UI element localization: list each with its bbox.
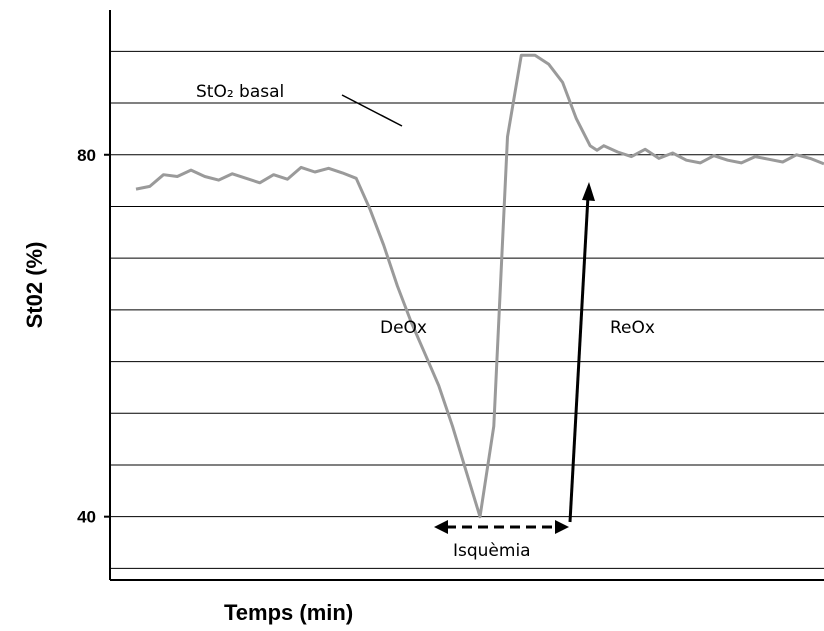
isquemia-left-arrowhead-icon (434, 520, 448, 534)
isquemia-right-arrowhead-icon (555, 520, 569, 534)
annotation-deox-label: DeOx (380, 318, 427, 338)
annotation-isquemia-label: Isquèmia (453, 541, 531, 561)
y-tick-label: 80 (77, 146, 96, 165)
annotation-basal: StO₂ basal (196, 82, 403, 127)
y-tick-label: 40 (77, 508, 96, 527)
reox-arrow-shaft (568, 195, 590, 523)
reox-arrowhead-icon (582, 182, 595, 201)
x-axis-title: Temps (min) (224, 600, 353, 625)
series-line-sto2 (135, 53, 824, 519)
y-axis-title: St02 (%) (22, 242, 47, 329)
grid-lines (110, 50, 824, 569)
annotation-basal-label: StO₂ basal (196, 82, 284, 102)
annotation-reox-arrow (568, 182, 595, 523)
y-tick-labels: 40 80 (77, 146, 110, 527)
annotation-reox-label: ReOx (610, 318, 655, 338)
basal-pointer-line (341, 94, 403, 127)
annotation-isquemia: Isquèmia (434, 520, 569, 561)
